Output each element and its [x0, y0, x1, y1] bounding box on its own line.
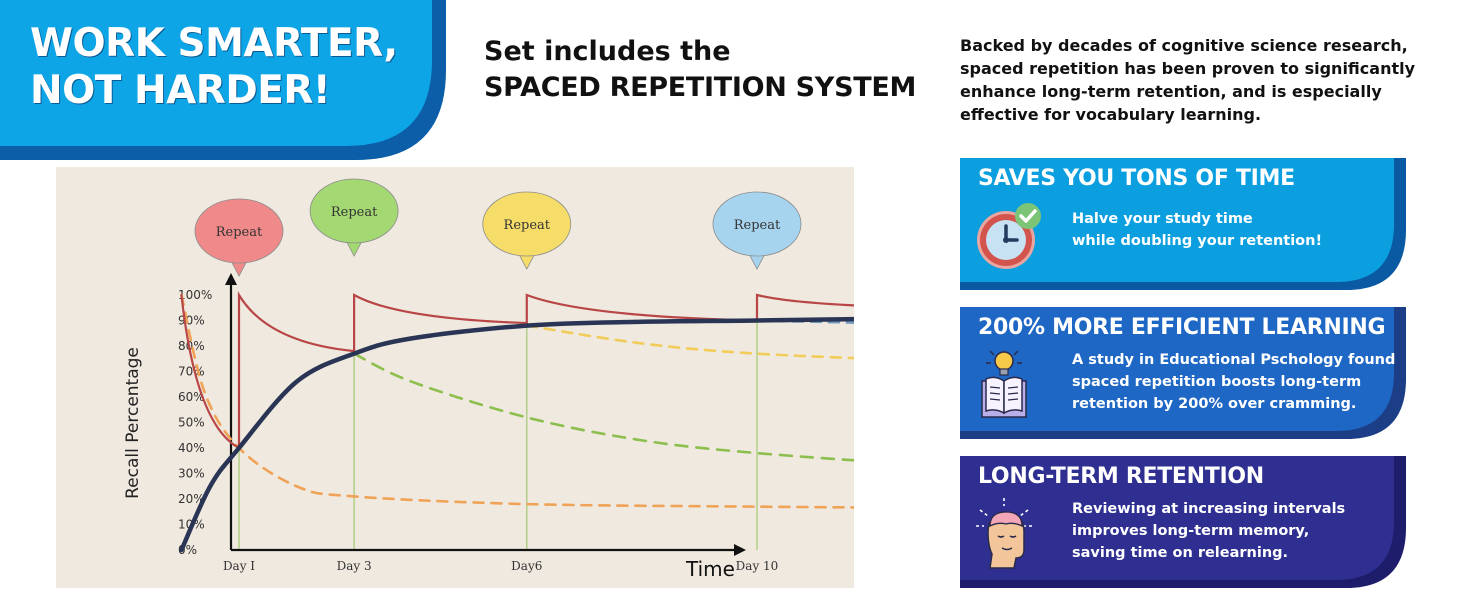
repeat-bubble-label: Repeat [504, 218, 551, 233]
series-line-sawtooth [180, 291, 854, 450]
x-tick-label: Day 3 [337, 559, 372, 573]
card-body-line: spaced repetition boosts long-term [1072, 374, 1362, 390]
card-title: 200% MORE EFFICIENT LEARNING [978, 315, 1386, 340]
card-body: Reviewing at increasing intervals improv… [1072, 498, 1345, 564]
book-lightbulb-icon [974, 345, 1050, 425]
forgetting-curve-chart: 0% 10% 20% 30% 40% 50% 60% 70% 80% 90% 100% Day I Da… [56, 167, 854, 588]
brain-head-icon [974, 496, 1050, 576]
y-tick-label: 100% [178, 288, 212, 302]
y-tick-label: 80% [178, 339, 205, 353]
repeat-bubble [712, 191, 802, 257]
intro-line: effective for vocabulary learning. [960, 105, 1262, 124]
card-long-term-retention: LONG-TERM RETENTION Reviewing at increas… [960, 456, 1406, 588]
banner-title-line1: WORK SMARTER, [30, 21, 398, 66]
clock-check-icon [974, 200, 1050, 276]
card-background [960, 456, 1406, 588]
series-line-yellow-dashed [525, 324, 854, 360]
card-title: SAVES YOU TONS OF TIME [978, 166, 1295, 191]
y-tick-label: 40% [178, 441, 205, 455]
series-line-green-dashed [352, 352, 854, 462]
repeat-bubble [194, 198, 284, 264]
card-background [960, 307, 1406, 439]
card-efficient-learning: 200% MORE EFFICIENT LEARNING A study in … [960, 307, 1406, 439]
headline: Set includes the SPACED REPETITION SYSTE… [484, 34, 916, 106]
repeat-bubble-label: Repeat [734, 218, 781, 233]
card-body-line: while doubling your retention! [1072, 233, 1323, 249]
intro-line: Backed by decades of cognitive science r… [960, 36, 1408, 55]
x-tick-label: Day I [223, 559, 255, 573]
x-axis-arrow [734, 544, 746, 556]
intro-line: spaced repetition has been proven to sig… [960, 59, 1416, 78]
y-tick-label: 70% [178, 365, 205, 379]
card-body-line: improves long-term memory, [1072, 523, 1310, 539]
card-body-line: saving time on relearning. [1072, 545, 1289, 561]
x-axis-title: Time [685, 557, 735, 581]
banner-title-line2: NOT HARDER! [30, 68, 331, 113]
header-banner: WORK SMARTER, NOT HARDER! [0, 0, 446, 160]
y-tick-label: 90% [178, 314, 205, 328]
series-line-orange-dashed [180, 293, 854, 509]
card-body: A study in Educational Pschology found s… [1072, 349, 1395, 415]
repeat-bubble [482, 191, 572, 257]
card-saves-time: SAVES YOU TONS OF TIME Halve your study … [960, 158, 1406, 290]
y-tick-label: 60% [178, 390, 205, 404]
card-body: Halve your study time while doubling you… [1072, 208, 1322, 252]
card-title: LONG-TERM RETENTION [978, 464, 1264, 489]
chart-svg: 0%10%20%30%40%50%60%70%80%90%100%Day I Da… [123, 178, 854, 581]
series-line-learning [179, 316, 854, 553]
y-axis-title: Recall Percentage [123, 347, 143, 499]
banner-shape [0, 0, 446, 160]
repeat-bubble-label: Repeat [331, 205, 378, 220]
x-tick-label: Day6 [511, 559, 542, 573]
repeat-bubble [309, 178, 399, 244]
headline-line1: Set includes the [484, 36, 731, 67]
intro-line: enhance long-term retention, and is espe… [960, 82, 1382, 101]
y-axis-arrow [225, 273, 237, 285]
y-tick-label: 50% [178, 416, 205, 430]
card-body-line: A study in Educational Pschology found [1072, 352, 1396, 368]
headline-line2: SPACED REPETITION SYSTEM [484, 72, 917, 103]
intro-paragraph: Backed by decades of cognitive science r… [960, 34, 1440, 126]
y-tick-label: 30% [178, 467, 205, 481]
repeat-bubble-label: Repeat [216, 225, 263, 240]
y-tick-label: 20% [178, 492, 205, 506]
card-body-line: Halve your study time [1072, 211, 1253, 227]
card-background [960, 158, 1406, 290]
card-body-line: Reviewing at increasing intervals [1072, 501, 1346, 517]
banner-title: WORK SMARTER, NOT HARDER! [30, 20, 398, 114]
x-tick-label: Day 10 [736, 559, 779, 573]
series-line-blue-dashed [755, 319, 854, 324]
card-body-line: retention by 200% over cramming. [1072, 396, 1357, 412]
